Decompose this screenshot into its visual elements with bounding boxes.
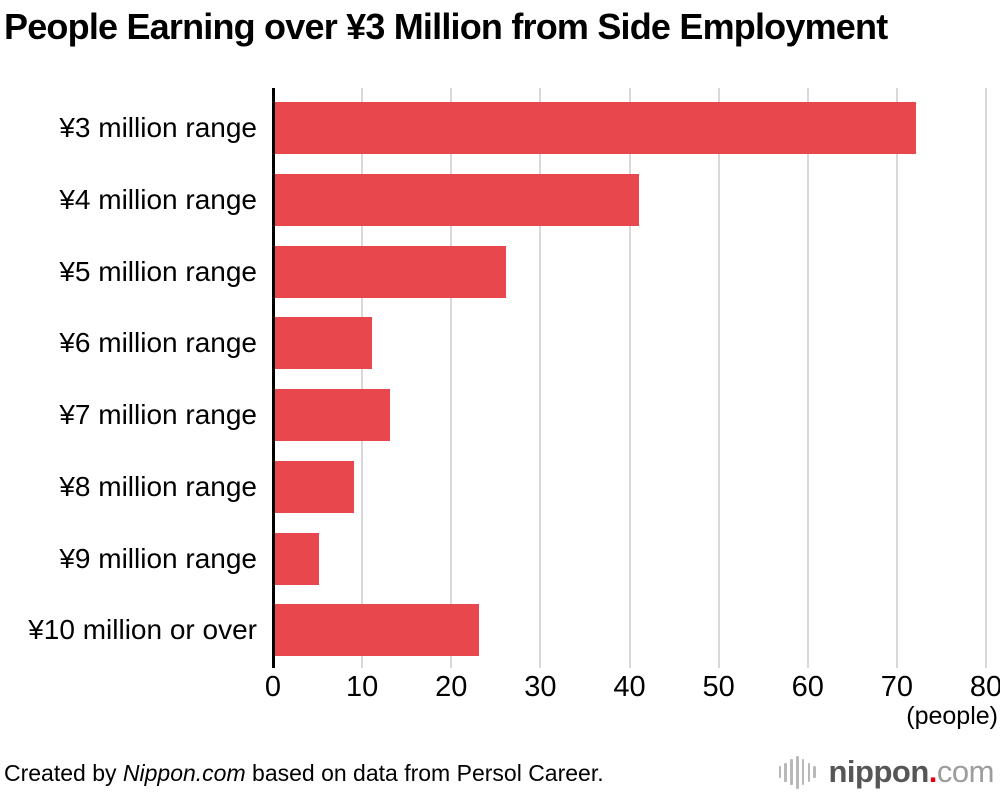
category-label: ¥6 million range	[59, 327, 257, 359]
y-axis-line	[272, 88, 275, 668]
waveform-bar	[801, 759, 805, 785]
category-label: ¥5 million range	[59, 255, 257, 287]
x-axis: 0 10 20 30 40 50 60 70 80	[265, 670, 1000, 704]
gridline	[717, 88, 720, 668]
gridline	[361, 88, 364, 668]
waveform-bar	[807, 762, 811, 782]
category-label: ¥8 million range	[59, 470, 257, 502]
credit-brand: Nippon.com	[122, 760, 246, 786]
category-label: ¥10 million or over	[28, 614, 257, 646]
x-tick-label: 80	[969, 671, 1000, 703]
logo-name: nippon	[828, 754, 930, 789]
logo-dot: .	[928, 754, 938, 789]
x-tick-label: 60	[791, 671, 824, 703]
waveform-bar	[813, 766, 816, 778]
category-label: ¥3 million range	[59, 112, 257, 143]
waveform-bar	[790, 759, 793, 785]
x-tick-label: 10	[345, 671, 379, 703]
nippon-logo: nippon.com	[777, 750, 995, 794]
waveform-bar	[778, 766, 782, 778]
gridline	[806, 88, 809, 668]
bar	[274, 173, 640, 226]
gridline	[985, 88, 987, 668]
category-label: ¥7 million range	[59, 399, 257, 430]
waveform-bar	[795, 755, 799, 789]
x-tick-label: 70	[880, 671, 913, 703]
bar	[274, 317, 373, 370]
bar	[274, 460, 355, 513]
gridline	[539, 88, 542, 668]
gridline	[895, 88, 898, 668]
bar	[274, 604, 479, 657]
category-label: ¥4 million range	[59, 183, 257, 215]
bar	[274, 245, 506, 298]
category-labels: ¥3 million range ¥4 million range ¥5 milli…	[0, 88, 273, 668]
credit-prefix: Created by	[4, 760, 123, 786]
plot-area	[272, 88, 987, 668]
x-axis-unit-label: (people)	[906, 702, 998, 730]
x-tick-label: 30	[524, 671, 557, 703]
nippon-logo-text: nippon.com	[829, 754, 995, 790]
category-label: ¥9 million range	[59, 542, 257, 574]
x-tick-label: 0	[264, 671, 282, 703]
bar	[274, 532, 319, 585]
bar	[274, 389, 390, 441]
gridline	[628, 88, 631, 668]
gridline	[450, 88, 453, 668]
bar	[274, 102, 916, 154]
x-tick-label: 50	[702, 671, 735, 703]
waveform-bar	[784, 762, 787, 782]
source-credit: Created by Nippon.com based on data from…	[4, 760, 604, 787]
nippon-waveform-icon	[777, 754, 817, 790]
x-tick-label: 40	[613, 671, 646, 703]
credit-suffix: based on data from Persol Career.	[245, 760, 604, 786]
logo-tld: com	[936, 754, 995, 789]
x-tick-label: 20	[435, 671, 468, 703]
chart-title: People Earning over ¥3 Million from Side…	[4, 6, 888, 47]
